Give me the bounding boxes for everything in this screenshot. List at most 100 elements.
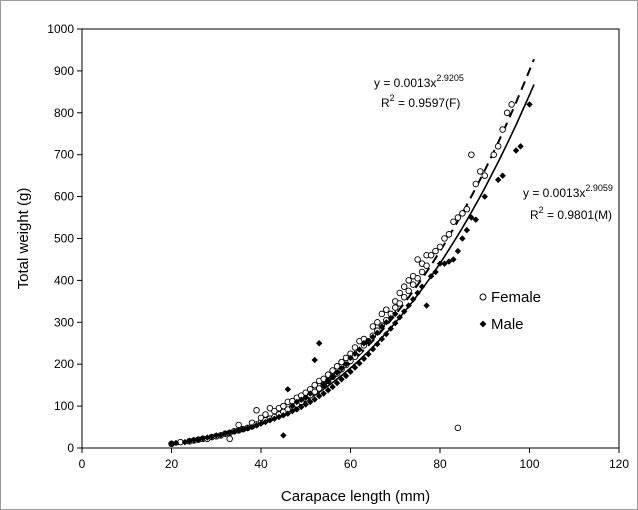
male-point bbox=[329, 373, 336, 380]
male-point bbox=[383, 330, 390, 338]
female-point bbox=[266, 404, 274, 412]
male-point bbox=[463, 226, 471, 234]
male-point bbox=[436, 260, 444, 267]
female-point bbox=[383, 306, 390, 313]
axes: 0 100 200 300 400 500 600 700 800 900 1000 0 20 40 60 8… bbox=[15, 22, 629, 505]
male-point bbox=[284, 410, 292, 417]
y-tick-label: 500 bbox=[54, 232, 74, 246]
male-point bbox=[333, 369, 341, 376]
annotation-main-text: R bbox=[530, 208, 539, 222]
annotation-exponent: 2.9205 bbox=[436, 73, 464, 83]
male-point bbox=[396, 314, 403, 321]
female-point bbox=[374, 319, 381, 326]
male-point bbox=[293, 406, 300, 413]
male-point bbox=[526, 101, 533, 108]
y-tick-label: 800 bbox=[54, 106, 74, 120]
female-point bbox=[477, 168, 484, 175]
female-point bbox=[333, 363, 341, 370]
male-point bbox=[351, 364, 359, 371]
male-point bbox=[320, 381, 327, 389]
legend-label-female: Female bbox=[491, 289, 541, 306]
male-point bbox=[369, 333, 377, 341]
annotation-rest-text: = 0.9597(F) bbox=[395, 96, 461, 110]
male-point bbox=[441, 260, 448, 267]
y-tick-label: 900 bbox=[54, 64, 74, 78]
male-point bbox=[351, 350, 359, 357]
female-point bbox=[459, 210, 466, 217]
female-point bbox=[508, 101, 515, 108]
male-point bbox=[356, 360, 363, 367]
male-point bbox=[244, 425, 251, 432]
male-point bbox=[342, 361, 350, 368]
male-point bbox=[213, 432, 220, 439]
female-point bbox=[262, 411, 269, 418]
female-point bbox=[271, 407, 278, 415]
female-point bbox=[226, 435, 233, 443]
legend-female-marker bbox=[479, 293, 487, 301]
male-point bbox=[414, 289, 421, 297]
male-point bbox=[374, 329, 381, 336]
female-point bbox=[315, 385, 323, 392]
male-point bbox=[512, 147, 520, 154]
male-point bbox=[445, 258, 453, 265]
male-point bbox=[298, 403, 305, 411]
male-point bbox=[324, 386, 332, 394]
male-point bbox=[307, 390, 314, 397]
male-point bbox=[450, 256, 457, 263]
annotation-exponent: 2.9059 bbox=[585, 183, 613, 193]
female-point bbox=[427, 252, 435, 259]
female-point bbox=[481, 172, 489, 179]
legend-male-marker bbox=[479, 320, 487, 328]
x-tick-label: 20 bbox=[165, 457, 179, 471]
female-point bbox=[432, 247, 439, 255]
female-point bbox=[472, 180, 480, 188]
male-point bbox=[481, 193, 488, 200]
male-point bbox=[432, 268, 439, 276]
male-point bbox=[208, 433, 215, 440]
female-point bbox=[436, 243, 444, 251]
female-point bbox=[494, 143, 502, 150]
female-point bbox=[463, 205, 471, 213]
trendlines bbox=[171, 58, 535, 446]
female-point bbox=[329, 367, 336, 374]
y-tick-label: 200 bbox=[54, 357, 74, 371]
male-point bbox=[239, 425, 247, 433]
male-point bbox=[387, 314, 394, 322]
female-point bbox=[392, 304, 399, 311]
trendline-male bbox=[171, 84, 535, 446]
male-point bbox=[378, 323, 386, 330]
legend: Female Male bbox=[479, 289, 541, 333]
male-point bbox=[315, 340, 323, 347]
male-point bbox=[347, 368, 354, 375]
male-point bbox=[472, 216, 479, 223]
y-tick-label: 1000 bbox=[47, 22, 74, 36]
male-point bbox=[454, 247, 462, 255]
male-point bbox=[181, 438, 189, 446]
male-point bbox=[302, 401, 309, 408]
x-tick-label: 60 bbox=[344, 457, 358, 471]
male-point bbox=[315, 392, 323, 400]
x-tick-label: 80 bbox=[433, 457, 447, 471]
female-point bbox=[338, 358, 345, 366]
male-point bbox=[168, 440, 175, 448]
female-point bbox=[400, 293, 408, 301]
female-point bbox=[378, 310, 386, 318]
annotation-main-text: R bbox=[381, 96, 390, 110]
female-point bbox=[253, 407, 260, 414]
y-axis-title: Total weight (g) bbox=[15, 188, 32, 290]
male-point bbox=[284, 386, 292, 393]
annotation-rest-text: = 0.9801(M) bbox=[544, 208, 612, 222]
male-point bbox=[195, 436, 202, 443]
trendline-female bbox=[171, 58, 535, 446]
male-point bbox=[356, 346, 363, 353]
male-point bbox=[494, 176, 502, 184]
male-point bbox=[468, 214, 475, 221]
female-point bbox=[499, 126, 506, 133]
male-point bbox=[347, 354, 354, 362]
female-point bbox=[490, 151, 497, 158]
male-point bbox=[383, 319, 390, 326]
male-point bbox=[423, 302, 430, 309]
male-point bbox=[369, 345, 377, 353]
male-point bbox=[302, 394, 309, 401]
